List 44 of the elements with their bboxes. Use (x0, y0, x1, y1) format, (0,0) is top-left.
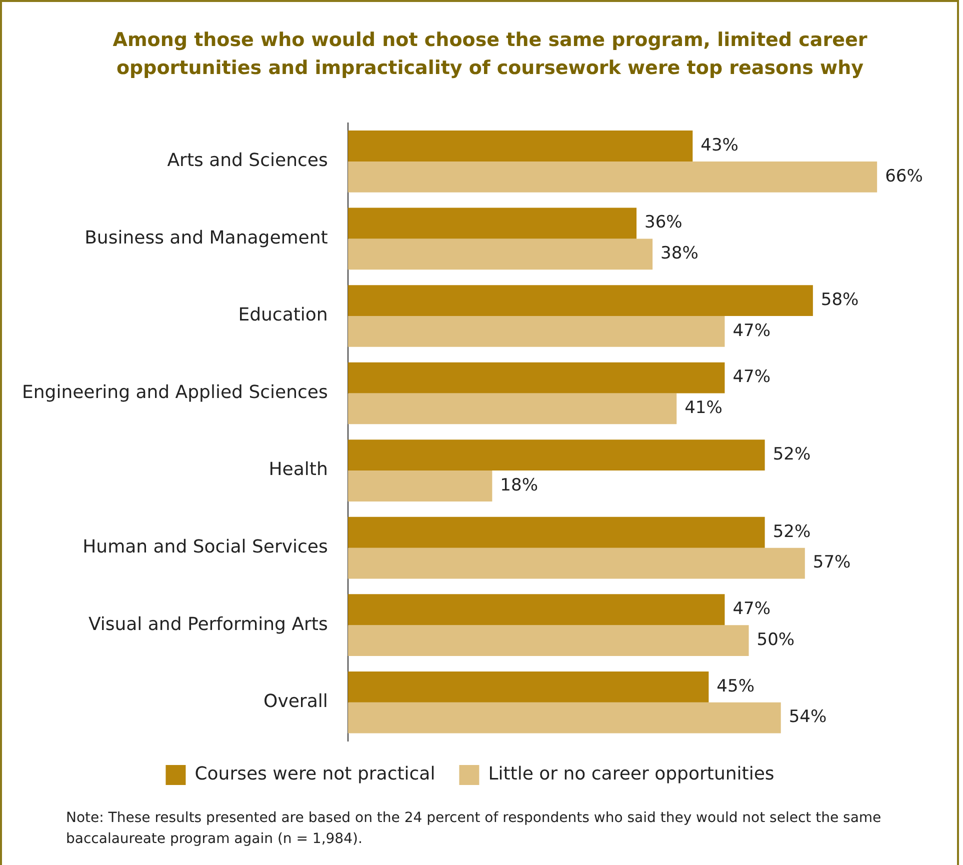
data-label: 52% (772, 444, 811, 465)
data-label: 47% (732, 367, 771, 388)
bar (348, 362, 725, 394)
data-label: 18% (500, 475, 538, 496)
bar (348, 316, 725, 347)
bar (348, 702, 781, 734)
data-label: 41% (684, 398, 722, 418)
data-label: 47% (732, 599, 771, 620)
y-tick-label: Arts and Sciences (167, 150, 328, 172)
data-label: 50% (756, 630, 795, 650)
data-label: 66% (885, 166, 923, 186)
y-tick-label: Overall (264, 691, 328, 712)
data-label: 54% (788, 707, 827, 728)
bar (348, 516, 765, 548)
bar (348, 130, 693, 162)
bar (348, 548, 805, 579)
data-label: 52% (772, 522, 811, 542)
bar (348, 238, 653, 270)
y-tick-label: Health (268, 459, 328, 480)
data-label: 47% (732, 320, 771, 341)
y-tick-label: Business and Management (84, 227, 328, 248)
y-tick-label: Education (238, 304, 328, 326)
data-label: 38% (660, 244, 698, 264)
y-tick-label: Engineering and Applied Sciences (22, 382, 328, 403)
data-label: 36% (644, 212, 682, 233)
legend-label: Courses were not practical (194, 764, 436, 785)
bar (348, 285, 813, 316)
bar (348, 470, 492, 502)
y-tick-label: Visual and Performing Arts (88, 614, 328, 635)
legend-label: Little or no career opportunities (488, 764, 774, 785)
data-label: 58% (820, 290, 859, 310)
bar (348, 594, 725, 626)
chart-title: Among those who would not choose the same program, limited career opportunities and impracticality of coursework were top reasons why (112, 28, 868, 81)
data-label: 43% (700, 135, 738, 156)
bar (348, 393, 677, 424)
bar (348, 440, 765, 471)
bar (348, 625, 749, 656)
y-tick-label: Human and Social Services (82, 536, 328, 558)
text: Note: These results presented are based on the 24 percent of respondents who said they would not select the same baccalaureate program again (n = 1,984). (66, 809, 882, 849)
bar (348, 161, 878, 192)
bar (348, 671, 709, 702)
data-label: 45% (716, 676, 754, 696)
data-label: 57% (812, 552, 851, 573)
bar (348, 208, 637, 239)
